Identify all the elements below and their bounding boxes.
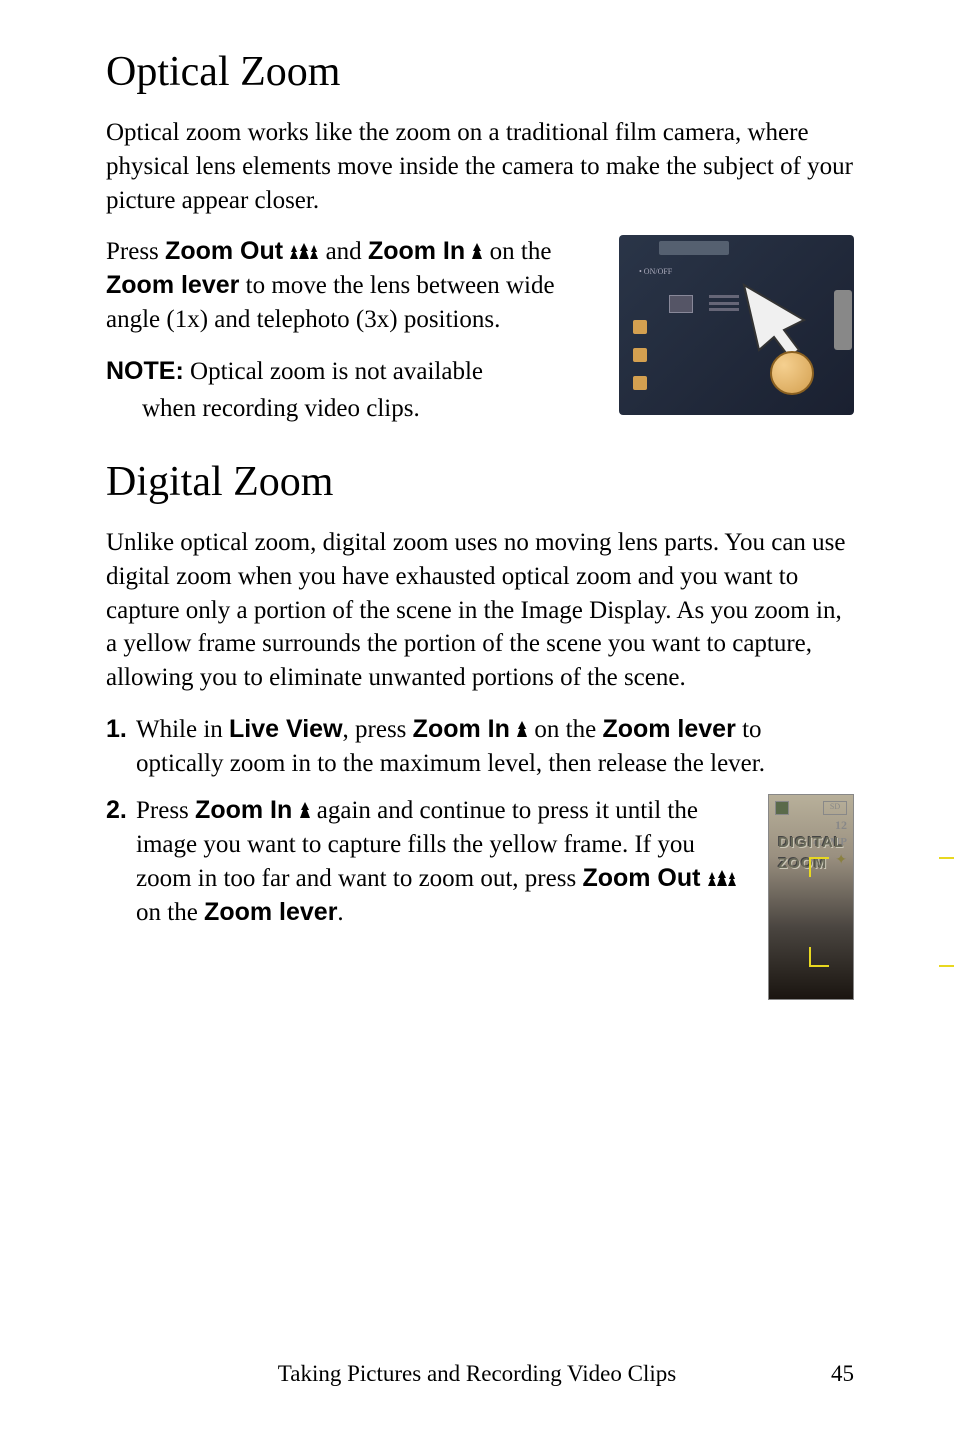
step-number: 2. [106,794,136,1000]
zoom-out-label: Zoom Out [165,237,283,265]
note-label: NOTE: [106,357,184,385]
zoom-lever-label: Zoom lever [602,715,735,743]
note-line-2: when recording video clips. [142,392,599,426]
bracket-corner [939,947,954,967]
bracket-corner [809,947,829,967]
note-text: Optical zoom is not available [184,358,483,385]
optical-intro-text: Optical zoom works like the zoom on a tr… [106,116,854,217]
zoom-instruction: Press Zoom Out and Zoom In on the Zoom l… [106,235,599,336]
arrow-icon [734,275,824,365]
digital-intro-text: Unlike optical zoom, digital zoom uses n… [106,526,854,695]
note-line: NOTE: Optical zoom is not available [106,355,599,389]
text-fragment: on the [136,899,204,926]
tree-tele-icon [471,237,483,271]
zoom-out-label: Zoom Out [582,864,700,892]
yellow-frame [809,857,954,967]
camera-onoff-label: • ON/OFF [639,267,672,276]
live-view-label: Live View [229,715,343,743]
step-number: 1. [106,713,136,781]
text-fragment: and [326,238,368,265]
step-content: While in Live View, press Zoom In on the… [136,713,854,781]
tree-tele-icon [299,796,311,830]
bracket-corner [809,857,829,877]
camera-ok-button [770,351,814,395]
step-content: Press Zoom In again and continue to pres… [136,794,854,1000]
camera-left-buttons [633,320,647,390]
text-fragment: Press [136,797,195,824]
zoom-in-label: Zoom In [195,796,292,824]
zoom-in-label: Zoom In [413,715,510,743]
camera-back-image: • ON/OFF [619,235,854,415]
step2-text: Press Zoom In again and continue to pres… [136,794,748,1000]
text-fragment: on the [490,238,552,265]
optical-section: Press Zoom Out and Zoom In on the Zoom l… [106,235,854,430]
page-footer: Taking Pictures and Recording Video Clip… [0,1361,954,1387]
bracket-corner [939,857,954,877]
lcd-preview-image: SD 12 4.1 MP ✦ DIGITAL ZOOM [768,794,854,1000]
camera-top-detail [659,241,729,255]
zoom-lever-label: Zoom lever [106,271,239,299]
step-1: 1. While in Live View, press Zoom In on … [106,713,854,781]
text-fragment: . [337,899,343,926]
tree-tele-icon [516,715,528,749]
trees-wide-icon [707,864,737,898]
page-number: 45 [831,1361,854,1387]
text-fragment: , press [343,716,413,743]
trees-wide-icon [289,237,319,271]
zoom-in-label: Zoom In [368,237,465,265]
sd-badge: SD [823,801,847,815]
text-fragment: While in [136,716,229,743]
camera-screen-detail [669,295,693,313]
optical-zoom-heading: Optical Zoom [106,48,854,96]
lcd-corner-icon [775,801,789,815]
shots-count: 12 [835,817,847,833]
text-fragment: on the [534,716,602,743]
text-fragment: Press [106,238,165,265]
step-2: 2. Press Zoom In again and continue to p… [106,794,854,1000]
camera-zoom-lever [834,290,852,350]
digital-zoom-heading: Digital Zoom [106,458,854,506]
zoom-lever-label: Zoom lever [204,898,337,926]
